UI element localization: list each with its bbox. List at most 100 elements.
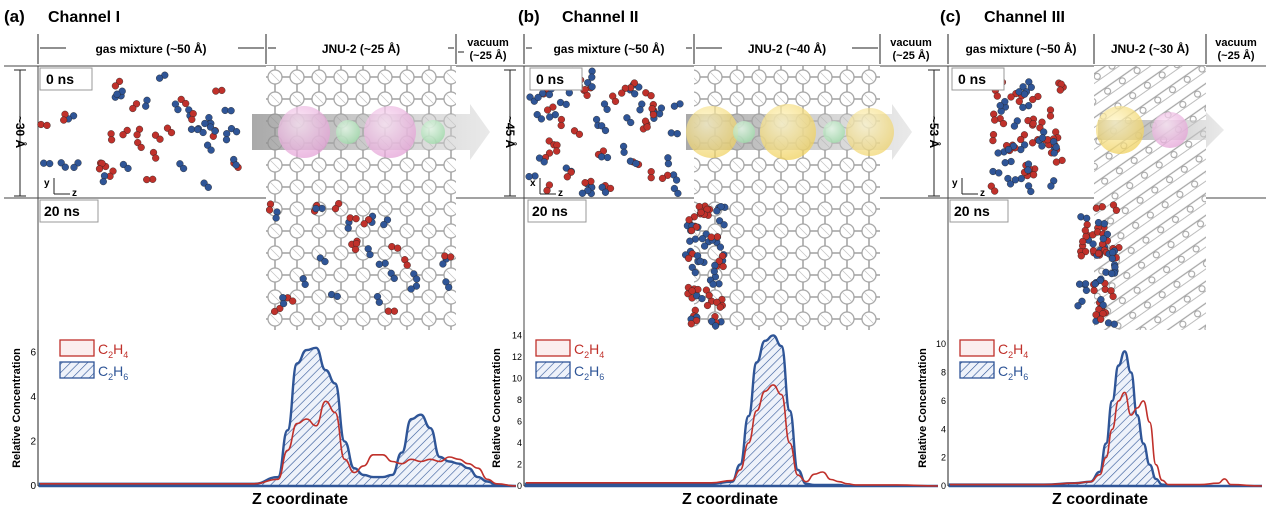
molecule-c2h4 xyxy=(1024,116,1037,128)
molecule-c2h6 xyxy=(1104,319,1118,328)
axis-triad-label: z xyxy=(980,188,985,199)
molecule-c2h6 xyxy=(1025,78,1035,91)
region-gas-label: gas mixture (~50 Å) xyxy=(95,41,206,56)
y-tick-label: 6 xyxy=(517,416,522,426)
panel-a: (a) Channel I gas mixture (~50 Å) JNU-2 … xyxy=(4,7,518,508)
molecule-c2h6 xyxy=(1094,219,1109,228)
time-label-0ns: 0 ns xyxy=(46,71,74,87)
axis-triad xyxy=(961,178,978,195)
molecule-c2h6 xyxy=(693,252,704,265)
molecule-c2h4 xyxy=(563,168,575,181)
panel-letter: (c) xyxy=(940,7,961,26)
series-c2h4-line xyxy=(40,400,517,487)
window-green xyxy=(421,120,445,144)
series-c2h4-line xyxy=(525,384,939,487)
legend-swatch-c2h4 xyxy=(959,339,995,357)
y-axis-label: Relative Concentration xyxy=(11,348,23,468)
time-label-0ns: 0 ns xyxy=(536,71,564,87)
framework-snapshot-20ns xyxy=(1094,198,1206,330)
time-box xyxy=(39,199,99,223)
y-tick-label: 8 xyxy=(941,368,946,378)
molecule-c2h4 xyxy=(331,200,343,213)
y-axis-label: Relative Concentration xyxy=(491,348,503,468)
molecule-c2h6 xyxy=(710,261,719,276)
molecule-c2h4 xyxy=(543,181,554,195)
chart-a: 0 2 4 6 Relative Concentration Z coordin… xyxy=(11,330,517,508)
molecule-c2h4 xyxy=(1056,80,1065,94)
molecule-c2h6 xyxy=(588,67,596,81)
y-tick-label: 4 xyxy=(30,392,36,403)
molecule-c2h6 xyxy=(546,111,559,121)
molecule-c2h6 xyxy=(442,278,453,291)
molecule-c2h6 xyxy=(1108,248,1117,263)
molecule-c2h4 xyxy=(37,120,51,130)
molecule-c2h4 xyxy=(1097,310,1107,323)
side-dimension xyxy=(504,69,516,197)
region-dimension-bar xyxy=(37,34,464,64)
molecule-c2h6 xyxy=(1074,297,1086,310)
region-vacuum-label: vacuum xyxy=(467,37,509,49)
molecule-c2h6 xyxy=(1047,177,1058,190)
molecules-20ns xyxy=(266,200,455,316)
molecule-c2h6 xyxy=(375,259,389,268)
legend-label-c2h6: C2H6 xyxy=(998,363,1028,382)
region-jnu-label: JNU-2 (~30 Å) xyxy=(1111,41,1189,56)
molecule-c2h6 xyxy=(1004,174,1015,188)
region-gas-label: gas mixture (~50 Å) xyxy=(553,41,664,56)
legend-label-c2h6: C2H6 xyxy=(98,363,128,382)
molecule-c2h4 xyxy=(271,304,284,316)
molecule-c2h4 xyxy=(707,233,721,241)
molecule-c2h6 xyxy=(525,172,539,181)
region-vacuum-label: vacuum xyxy=(1215,37,1257,49)
side-dimension-label: ~30 Å xyxy=(13,116,28,149)
molecule-c2h6 xyxy=(623,114,635,127)
molecule-c2h4 xyxy=(685,213,698,224)
molecule-c2h4 xyxy=(1089,247,1103,258)
legend-label-c2h4: C2H4 xyxy=(98,341,128,360)
cage-yellow xyxy=(846,108,894,156)
molecule-c2h6 xyxy=(619,142,628,156)
molecule-c2h4 xyxy=(388,243,402,252)
molecule-c2h4 xyxy=(557,115,566,130)
series-c2h6-area xyxy=(38,346,517,488)
molecule-c2h6 xyxy=(669,171,681,184)
molecule-c2h6 xyxy=(407,282,421,293)
molecule-c2h4 xyxy=(1081,221,1091,235)
x-axis-label: Z coordinate xyxy=(252,491,348,508)
molecule-c2h6 xyxy=(989,167,1003,177)
region-dimension-bar xyxy=(523,34,881,64)
window-green xyxy=(733,121,755,143)
y-tick-label: 2 xyxy=(517,459,522,469)
molecules-0ns xyxy=(987,78,1067,196)
tick-group: 0 2 4 6 8 10 12 14 xyxy=(512,330,522,491)
time-box xyxy=(39,67,93,91)
legend-swatch-c2h6 xyxy=(535,361,571,379)
molecule-c2h4 xyxy=(570,127,584,138)
molecule-c2h6 xyxy=(670,100,684,110)
panel-letter: (b) xyxy=(518,7,540,26)
y-tick-label: 0 xyxy=(941,481,946,491)
molecule-c2h6 xyxy=(328,290,341,301)
time-label-20ns: 20 ns xyxy=(44,203,80,219)
molecule-c2h6 xyxy=(387,269,398,283)
molecule-c2h6 xyxy=(715,217,728,229)
legend: C2H4 C2H6 xyxy=(535,339,604,382)
molecule-c2h6 xyxy=(312,204,326,213)
time-label-0ns: 0 ns xyxy=(958,71,986,87)
y-tick-label: 10 xyxy=(936,339,946,349)
side-dimension-label: ~45 Å xyxy=(503,116,518,149)
panel-title: Channel III xyxy=(984,9,1065,26)
molecule-c2h4 xyxy=(107,130,116,144)
molecule-c2h6 xyxy=(1017,141,1029,154)
molecule-c2h4 xyxy=(658,171,672,183)
panel-b: (b) Channel II gas mixture (~50 Å) JNU-2… xyxy=(491,7,940,508)
molecule-c2h4 xyxy=(177,95,190,108)
molecule-c2h4 xyxy=(647,168,655,182)
molecule-c2h4 xyxy=(1109,201,1121,214)
molecule-c2h6 xyxy=(57,159,69,171)
y-tick-label: 0 xyxy=(517,481,522,491)
molecule-c2h4 xyxy=(1107,287,1117,301)
molecule-c2h4 xyxy=(111,77,124,90)
molecule-c2h6 xyxy=(670,184,682,198)
